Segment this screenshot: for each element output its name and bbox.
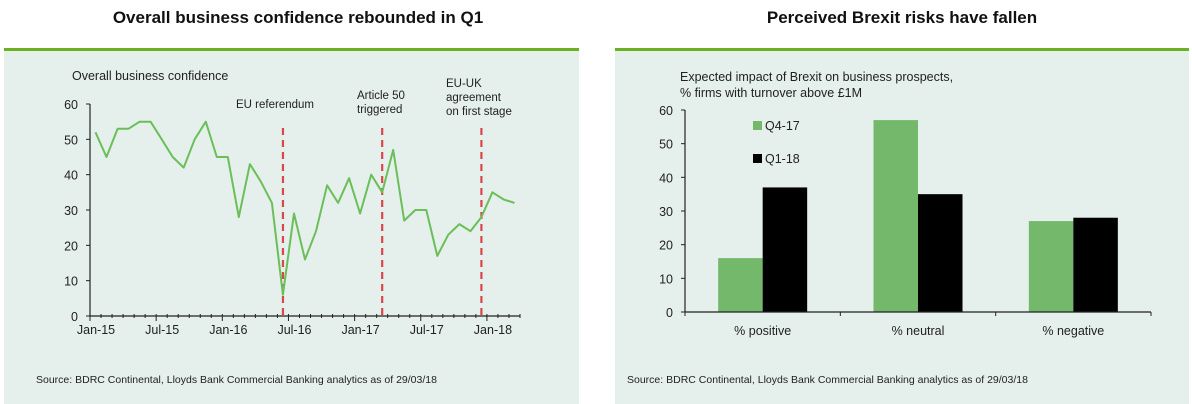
- x-category-label: % negative: [1042, 324, 1104, 338]
- event-annotation-line: Article 50: [357, 90, 405, 102]
- event-annotation: EU-UK agreement on first stage: [446, 78, 512, 118]
- event-annotation: EU referendum: [236, 99, 314, 111]
- y-tick-label: 30: [64, 204, 78, 218]
- bar-chart: Expected impact of Brexit on business pr…: [659, 70, 1152, 338]
- legend-swatch: [753, 121, 762, 130]
- bar-q1-18-neutral: [918, 194, 963, 312]
- x-category-label: % neutral: [892, 324, 945, 338]
- x-tick-label: Jul-15: [145, 323, 179, 337]
- left-chart-panel: Overall business confidence 0 10 20 30 40 50 60…: [4, 48, 579, 404]
- y-tick-label: 60: [64, 98, 78, 112]
- y-tick-label: 60: [659, 104, 673, 118]
- y-tick-label: 20: [64, 239, 78, 253]
- event-annotation: Article 50 triggered: [357, 90, 405, 116]
- bar-q4-17-neutral: [873, 120, 918, 312]
- y-tick-label: 50: [64, 133, 78, 147]
- y-tick-label: 30: [659, 205, 673, 219]
- event-annotation-line: triggered: [357, 104, 402, 116]
- x-tick-label: Jan-15: [77, 323, 115, 337]
- y-tick-label: 20: [659, 239, 673, 253]
- bar-q1-18-positive: [762, 187, 808, 312]
- right-chart-panel: Expected impact of Brexit on business pr…: [615, 48, 1189, 404]
- event-annotation-line: EU referendum: [236, 99, 314, 111]
- bar-q1-18-negative: [1073, 217, 1118, 312]
- event-annotation-line: on first stage: [446, 106, 512, 118]
- bar-q4-17-negative: [1028, 221, 1074, 312]
- y-tick-label: 0: [666, 306, 673, 320]
- x-tick-label: Jul-17: [410, 323, 444, 337]
- x-category-label: % positive: [734, 324, 791, 338]
- x-tick-label: Jan-17: [341, 323, 379, 337]
- y-tick-label: 40: [64, 169, 78, 183]
- right-chart-heading: Perceived Brexit risks have fallen: [766, 8, 1038, 27]
- chart-subtitle: Overall business confidence: [72, 69, 228, 83]
- chart-subtitle: Expected impact of Brexit on business pr…: [680, 70, 953, 100]
- right-source-note: Source: BDRC Continental, Lloyds Bank Co…: [627, 374, 1028, 386]
- chart-subtitle-line: Expected impact of Brexit on business pr…: [680, 70, 953, 84]
- y-tick-label: 40: [659, 171, 673, 185]
- left-chart-heading: Overall business confidence rebounded in…: [112, 8, 484, 27]
- legend-label: Q4-17: [765, 119, 800, 133]
- legend-swatch: [753, 154, 762, 163]
- event-annotation-line: EU-UK: [446, 78, 482, 90]
- x-tick-label: Jul-16: [277, 323, 311, 337]
- x-tick-label: Jan-16: [209, 323, 247, 337]
- y-tick-label: 50: [659, 138, 673, 152]
- chart-subtitle-line: % firms with turnover above £1M: [680, 86, 862, 100]
- legend-label: Q1-18: [765, 152, 800, 166]
- y-tick-label: 10: [659, 272, 673, 286]
- y-tick-label: 0: [71, 310, 78, 324]
- left-source-note: Source: BDRC Continental, Lloyds Bank Co…: [36, 374, 437, 386]
- series-line-overall-business-confidence: [94, 120, 515, 296]
- x-tick-label: Jan-18: [474, 323, 512, 337]
- event-annotation-line: agreement: [446, 92, 502, 104]
- bar-q4-17-positive: [718, 258, 763, 312]
- y-tick-label: 10: [64, 275, 78, 289]
- line-chart: Overall business confidence 0 10 20 30 40 50 60…: [64, 69, 521, 337]
